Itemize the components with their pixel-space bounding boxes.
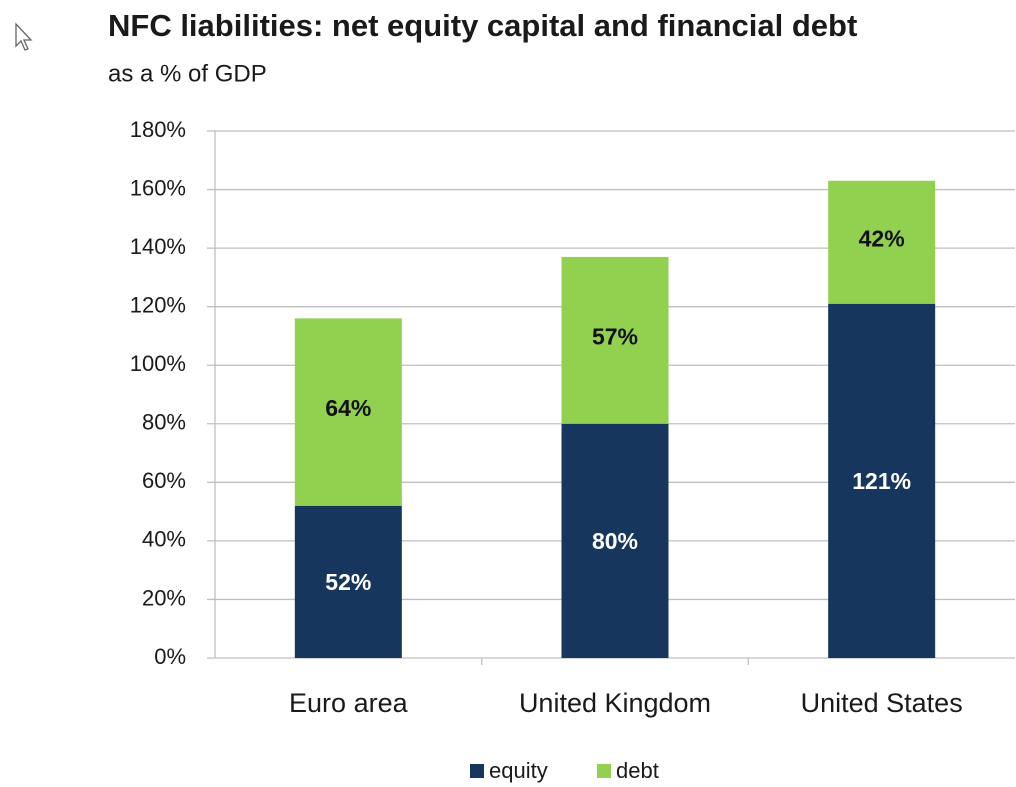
cursor-icon <box>15 22 33 51</box>
legend-swatch <box>597 764 611 778</box>
bar-segment <box>294 318 402 506</box>
chart-title: NFC liabilities: net equity capital and … <box>108 8 857 43</box>
value-label: 57% <box>592 323 638 349</box>
legend-swatch <box>470 764 484 778</box>
bar-segment <box>561 256 669 424</box>
y-tick-label: 0% <box>154 644 186 669</box>
bar-segment <box>561 423 669 658</box>
y-tick-label: 80% <box>142 410 186 435</box>
bar-segment <box>828 303 936 658</box>
y-tick-label: 20% <box>142 585 186 610</box>
x-tick-label: United Kingdom <box>519 688 711 718</box>
value-label: 80% <box>592 528 638 554</box>
y-tick-label: 40% <box>142 527 186 552</box>
x-tick-label: Euro area <box>289 688 409 718</box>
value-label: 42% <box>859 225 905 251</box>
value-label: 121% <box>852 468 911 494</box>
y-tick-label: 120% <box>130 292 186 317</box>
chart-subtitle: as a % of GDP <box>108 60 267 87</box>
value-label: 64% <box>325 395 371 421</box>
legend-label: debt <box>616 758 659 783</box>
value-label: 52% <box>325 569 371 595</box>
y-tick-label: 100% <box>130 351 186 376</box>
y-tick-label: 140% <box>130 234 186 259</box>
y-tick-label: 60% <box>142 468 186 493</box>
x-tick-label: United States <box>801 688 963 718</box>
legend-label: equity <box>489 758 548 783</box>
y-tick-label: 160% <box>130 175 186 200</box>
bar-segment <box>828 180 936 304</box>
bar-segment <box>294 505 402 658</box>
y-tick-label: 180% <box>130 117 186 142</box>
